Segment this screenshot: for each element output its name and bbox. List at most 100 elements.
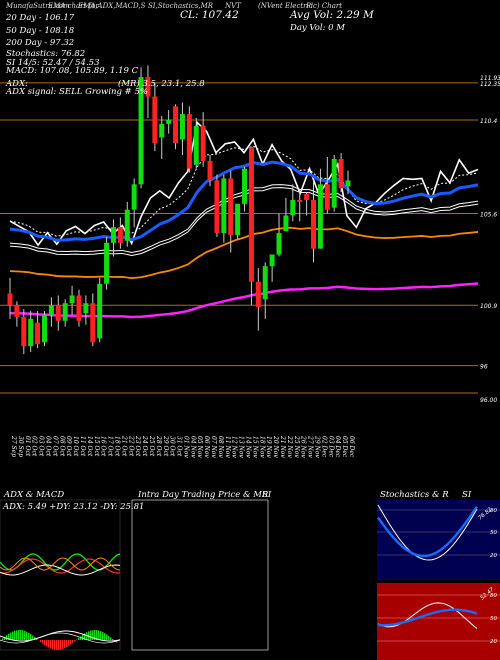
candle-body (110, 227, 116, 243)
si-panel (377, 583, 500, 660)
ema20-value: 20 Day - 106.17 (6, 13, 75, 23)
macd-bar (84, 633, 86, 640)
candle-body (338, 158, 344, 189)
date-label: 25 Oct (148, 435, 155, 457)
date-label: 14 Nov (245, 436, 252, 458)
date-label: 11 Oct (79, 436, 86, 457)
level-label: 111.93 (480, 75, 500, 82)
date-label: 22 Nov (286, 435, 293, 458)
mr-panel (131, 499, 269, 651)
date-label: 15 Nov (251, 436, 258, 458)
candle-body (97, 283, 103, 339)
candle-body (283, 215, 289, 232)
macd-bar (28, 632, 30, 640)
macd-bar (62, 640, 64, 649)
ema-lines (9, 120, 479, 319)
date-label: 02 Dec (320, 436, 327, 458)
candle-body (276, 233, 282, 255)
macd-bar (52, 640, 54, 650)
date-axis: 27 Sep 30 Sep 01 Oct 02 Oct 03 Oct 04 Oct 07 O… (10, 435, 355, 458)
date-label: 30 Oct (169, 436, 176, 457)
candle-body (28, 318, 34, 347)
minus-di-line (0, 558, 121, 574)
candle-body (7, 293, 13, 306)
macd-bar (112, 639, 114, 640)
macd-bar (74, 640, 76, 642)
date-label: 21 Oct (120, 435, 127, 457)
candle-body (76, 295, 82, 321)
header-company: (NVent Electric (258, 2, 313, 10)
macd-bar (68, 640, 70, 646)
candle-body (193, 125, 199, 165)
macd-bar (102, 632, 104, 640)
date-label: 08 Oct (58, 436, 65, 457)
header-indicators: EMA,ADX,MACD,S (78, 2, 146, 10)
candle-body (345, 180, 351, 187)
date-label: 31 Oct (176, 436, 183, 457)
macd-bar (12, 631, 14, 640)
stoch-tick: 20 (490, 553, 497, 559)
macd-bar (110, 637, 112, 640)
date-label: 22 Oct (127, 435, 134, 457)
macd-bar (54, 640, 56, 650)
long-ema-line (9, 282, 479, 319)
macd-line (0, 630, 121, 642)
macd-bar (18, 630, 20, 640)
adx-panel-title: ADX & MACD (4, 490, 65, 500)
macd-bar (104, 633, 106, 640)
candle-body (324, 184, 330, 210)
si-tick: 80 (490, 593, 497, 599)
macd-bar (10, 632, 12, 640)
macd-bar (34, 636, 36, 640)
macd-bar (26, 631, 28, 640)
macd-bar (78, 637, 80, 640)
candle-body (41, 314, 47, 343)
stoch-tick: 50 (490, 530, 497, 536)
candle-body (117, 227, 123, 243)
candle-body (55, 305, 61, 321)
mr-value: (MR) 3.5, 23.1, 25.8 (118, 79, 205, 89)
date-label: 01 Oct (24, 436, 31, 457)
date-label: 25 Nov (293, 435, 300, 458)
stoch-panel (377, 500, 500, 580)
macd-bar (70, 640, 72, 645)
date-label: 18 Nov (258, 436, 265, 458)
macd-bar (36, 638, 38, 640)
candle-body (138, 77, 144, 185)
date-label: 07 Nov (210, 436, 217, 458)
macd-bar (46, 640, 48, 647)
date-label: 26 Nov (300, 435, 307, 458)
candle-body (304, 194, 310, 200)
candle-body (90, 303, 96, 343)
macd-bar (40, 640, 42, 642)
candle-body (235, 203, 241, 235)
date-label: 23 Oct (134, 435, 141, 457)
macd-bar (48, 640, 50, 648)
ema200-line (9, 226, 479, 280)
adx-signal: ADX signal: SELL Growing # 5% (6, 87, 148, 97)
date-label: 07 Oct (51, 436, 58, 457)
stoch-k-line (377, 504, 478, 561)
mr-panel-si: SI (262, 490, 272, 500)
macd-bar (96, 630, 98, 640)
header-ema-title: EMA chart for (48, 2, 99, 10)
candle-body (207, 160, 213, 181)
macd-bar (60, 640, 62, 650)
candle-body (131, 184, 137, 210)
mr-panel-title: Intra Day Trading Price & MR (138, 490, 269, 500)
date-label: 04 Dec (334, 436, 341, 458)
signal-line (0, 632, 121, 644)
candle-body (200, 125, 206, 161)
date-label: 02 Oct (31, 436, 38, 457)
macd-bar (20, 630, 22, 640)
date-label: 19 Nov (265, 436, 272, 458)
macd-bar (8, 633, 10, 640)
stochastics-value: Stochastics: 76.82 (6, 49, 86, 59)
candle-body (297, 199, 303, 202)
candle-body (269, 254, 275, 267)
macd-bar (108, 635, 110, 640)
header-indicators-2: SI,Stochastics,MR (148, 2, 214, 10)
date-label: 12 Nov (231, 436, 238, 458)
date-label: 08 Nov (217, 436, 224, 458)
adx-line (0, 564, 121, 576)
